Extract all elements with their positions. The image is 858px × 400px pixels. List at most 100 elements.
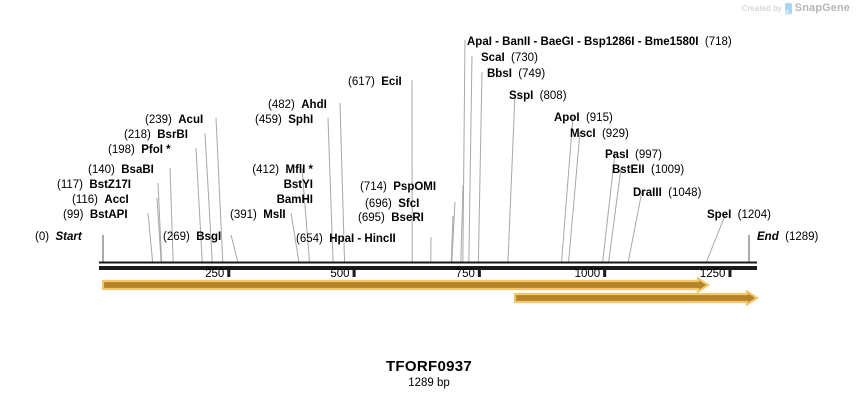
enzyme-site-label[interactable]: (482) AhdI [268,99,327,111]
site-position: (99) [63,209,90,221]
enzyme-name: BsgI [196,231,222,243]
ruler-tick-label: 1250 [699,268,726,280]
enzyme-site-label[interactable]: (116) AccI [72,194,129,206]
orf-arrow[interactable] [101,276,711,294]
enzyme-site-label[interactable]: (459) SphI [255,114,313,126]
enzyme-site-label[interactable]: (239) AcuI [145,114,203,126]
enzyme-name: HpaI [329,233,355,245]
site-position: (0) [35,231,56,243]
enzyme-name: SfcI [398,198,420,210]
site-position: (459) [255,114,289,126]
enzyme-site-label[interactable]: SpeI (1204) [707,209,771,221]
enzyme-site-label[interactable]: (198) PfoI * [108,144,171,156]
leader-line [627,190,643,263]
leader-line [705,212,727,263]
site-position: (654) [296,233,330,245]
enzyme-site-label[interactable]: End (1289) [757,231,818,243]
leader-line [602,152,616,263]
site-position: (1009) [644,164,685,176]
enzyme-name: ScaI [481,52,505,64]
enzyme-site-label[interactable]: (0) Start [35,231,82,243]
leader-line [451,201,456,263]
enzyme-site-label[interactable]: (695) BseRI [358,212,424,224]
enzyme-name: PfoI * [141,144,171,156]
enzyme-name-separator: - [634,36,645,48]
enzyme-site-label[interactable]: (140) BsaBI [88,164,154,176]
enzyme-site-label[interactable]: BstEII (1009) [612,164,684,176]
leader-line [147,212,154,263]
enzyme-name: AhdI [301,99,327,111]
enzyme-name: BstEII [612,164,645,176]
enzyme-name: ApaI [467,36,492,48]
leader-line [477,71,483,263]
site-position: (714) [360,181,394,193]
enzyme-name: SspI [509,90,534,102]
enzyme-name: MscI [570,128,596,140]
enzyme-site-label[interactable]: (218) BsrBI [124,129,188,141]
enzyme-name: Bsp1286I [584,36,635,48]
enzyme-site-label[interactable]: (412) MflI * [233,164,313,176]
enzyme-name: BstZ17I [89,179,131,191]
enzyme-name: SphI [288,114,314,126]
orf-arrow[interactable] [513,289,760,307]
enzyme-site-label[interactable]: BbsI (749) [487,68,545,80]
ruler-bar [99,266,757,270]
enzyme-name: MflI * [285,164,313,176]
enzyme-site-label[interactable]: (696) SfcI [365,198,419,210]
site-position: (239) [145,114,179,126]
ruler-tick [352,270,356,277]
enzyme-site-label[interactable]: (269) BsgI [163,231,221,243]
site-position: (482) [268,99,302,111]
site-position: (218) [124,129,158,141]
enzyme-site-label[interactable]: ApaI - BanII - BaeGI - Bsp1286I - Bme158… [467,36,732,48]
enzyme-name-separator: - [491,36,503,48]
watermark-brand-text: SnapGene [794,2,850,14]
site-position: (915) [579,112,613,124]
enzyme-site-label[interactable]: (617) EciI [348,76,402,88]
enzyme-site-label[interactable]: BamHI [233,194,313,206]
site-position: (749) [511,68,546,80]
enzyme-name: BstYI [283,179,313,191]
enzyme-site-label[interactable]: (117) BstZ17I [57,179,131,191]
enzyme-name: AcuI [178,114,204,126]
ruler-tick [728,270,732,277]
enzyme-name: BsaBI [121,164,154,176]
site-position: (929) [595,128,629,140]
enzyme-name: HincII [364,233,396,245]
enzyme-name: AccI [104,194,129,206]
enzyme-site-label[interactable]: (391) MslI [230,209,286,221]
ruler-tick-label: 250 [205,268,225,280]
site-position: (116) [72,194,105,206]
enzyme-site-label[interactable]: (654) HpaI - HincII [296,233,396,245]
enzyme-site-label[interactable]: ScaI (730) [481,52,538,64]
enzyme-site-label[interactable]: BstYI [233,179,313,191]
leader-line [195,147,203,263]
enzyme-name-separator: - [354,233,365,245]
enzyme-site-label[interactable]: SspI (808) [509,90,567,102]
enzyme-name: BsrBI [157,129,188,141]
enzyme-name: BamHI [276,194,313,206]
enzyme-name: End [757,231,779,243]
enzyme-name: EciI [381,76,402,88]
site-position: (730) [504,52,538,64]
enzyme-site-label[interactable]: MscI (929) [570,128,629,140]
leader-line [507,93,516,263]
enzyme-site-label[interactable]: (714) PspOMI [360,181,436,193]
leader-line [339,102,346,263]
enzyme-site-label[interactable]: DraIII (1048) [633,187,701,199]
leader-line [468,55,473,263]
site-position: (269) [163,231,197,243]
site-position: (412) [252,164,286,176]
enzyme-name: ApoI [554,112,580,124]
ruler-tick [227,270,231,277]
enzyme-site-label[interactable]: (99) BstAPI [63,209,128,221]
site-position: (695) [358,212,392,224]
enzyme-name: Start [55,231,82,243]
ruler-tick [603,270,607,277]
enzyme-name-separator: - [530,36,541,48]
enzyme-site-label[interactable]: ApoI (915) [554,112,613,124]
enzyme-site-label[interactable]: PasI (997) [605,149,662,161]
site-position: (696) [365,198,399,210]
enzyme-name: SpeI [707,209,732,221]
orf-arrows-group [101,276,760,307]
